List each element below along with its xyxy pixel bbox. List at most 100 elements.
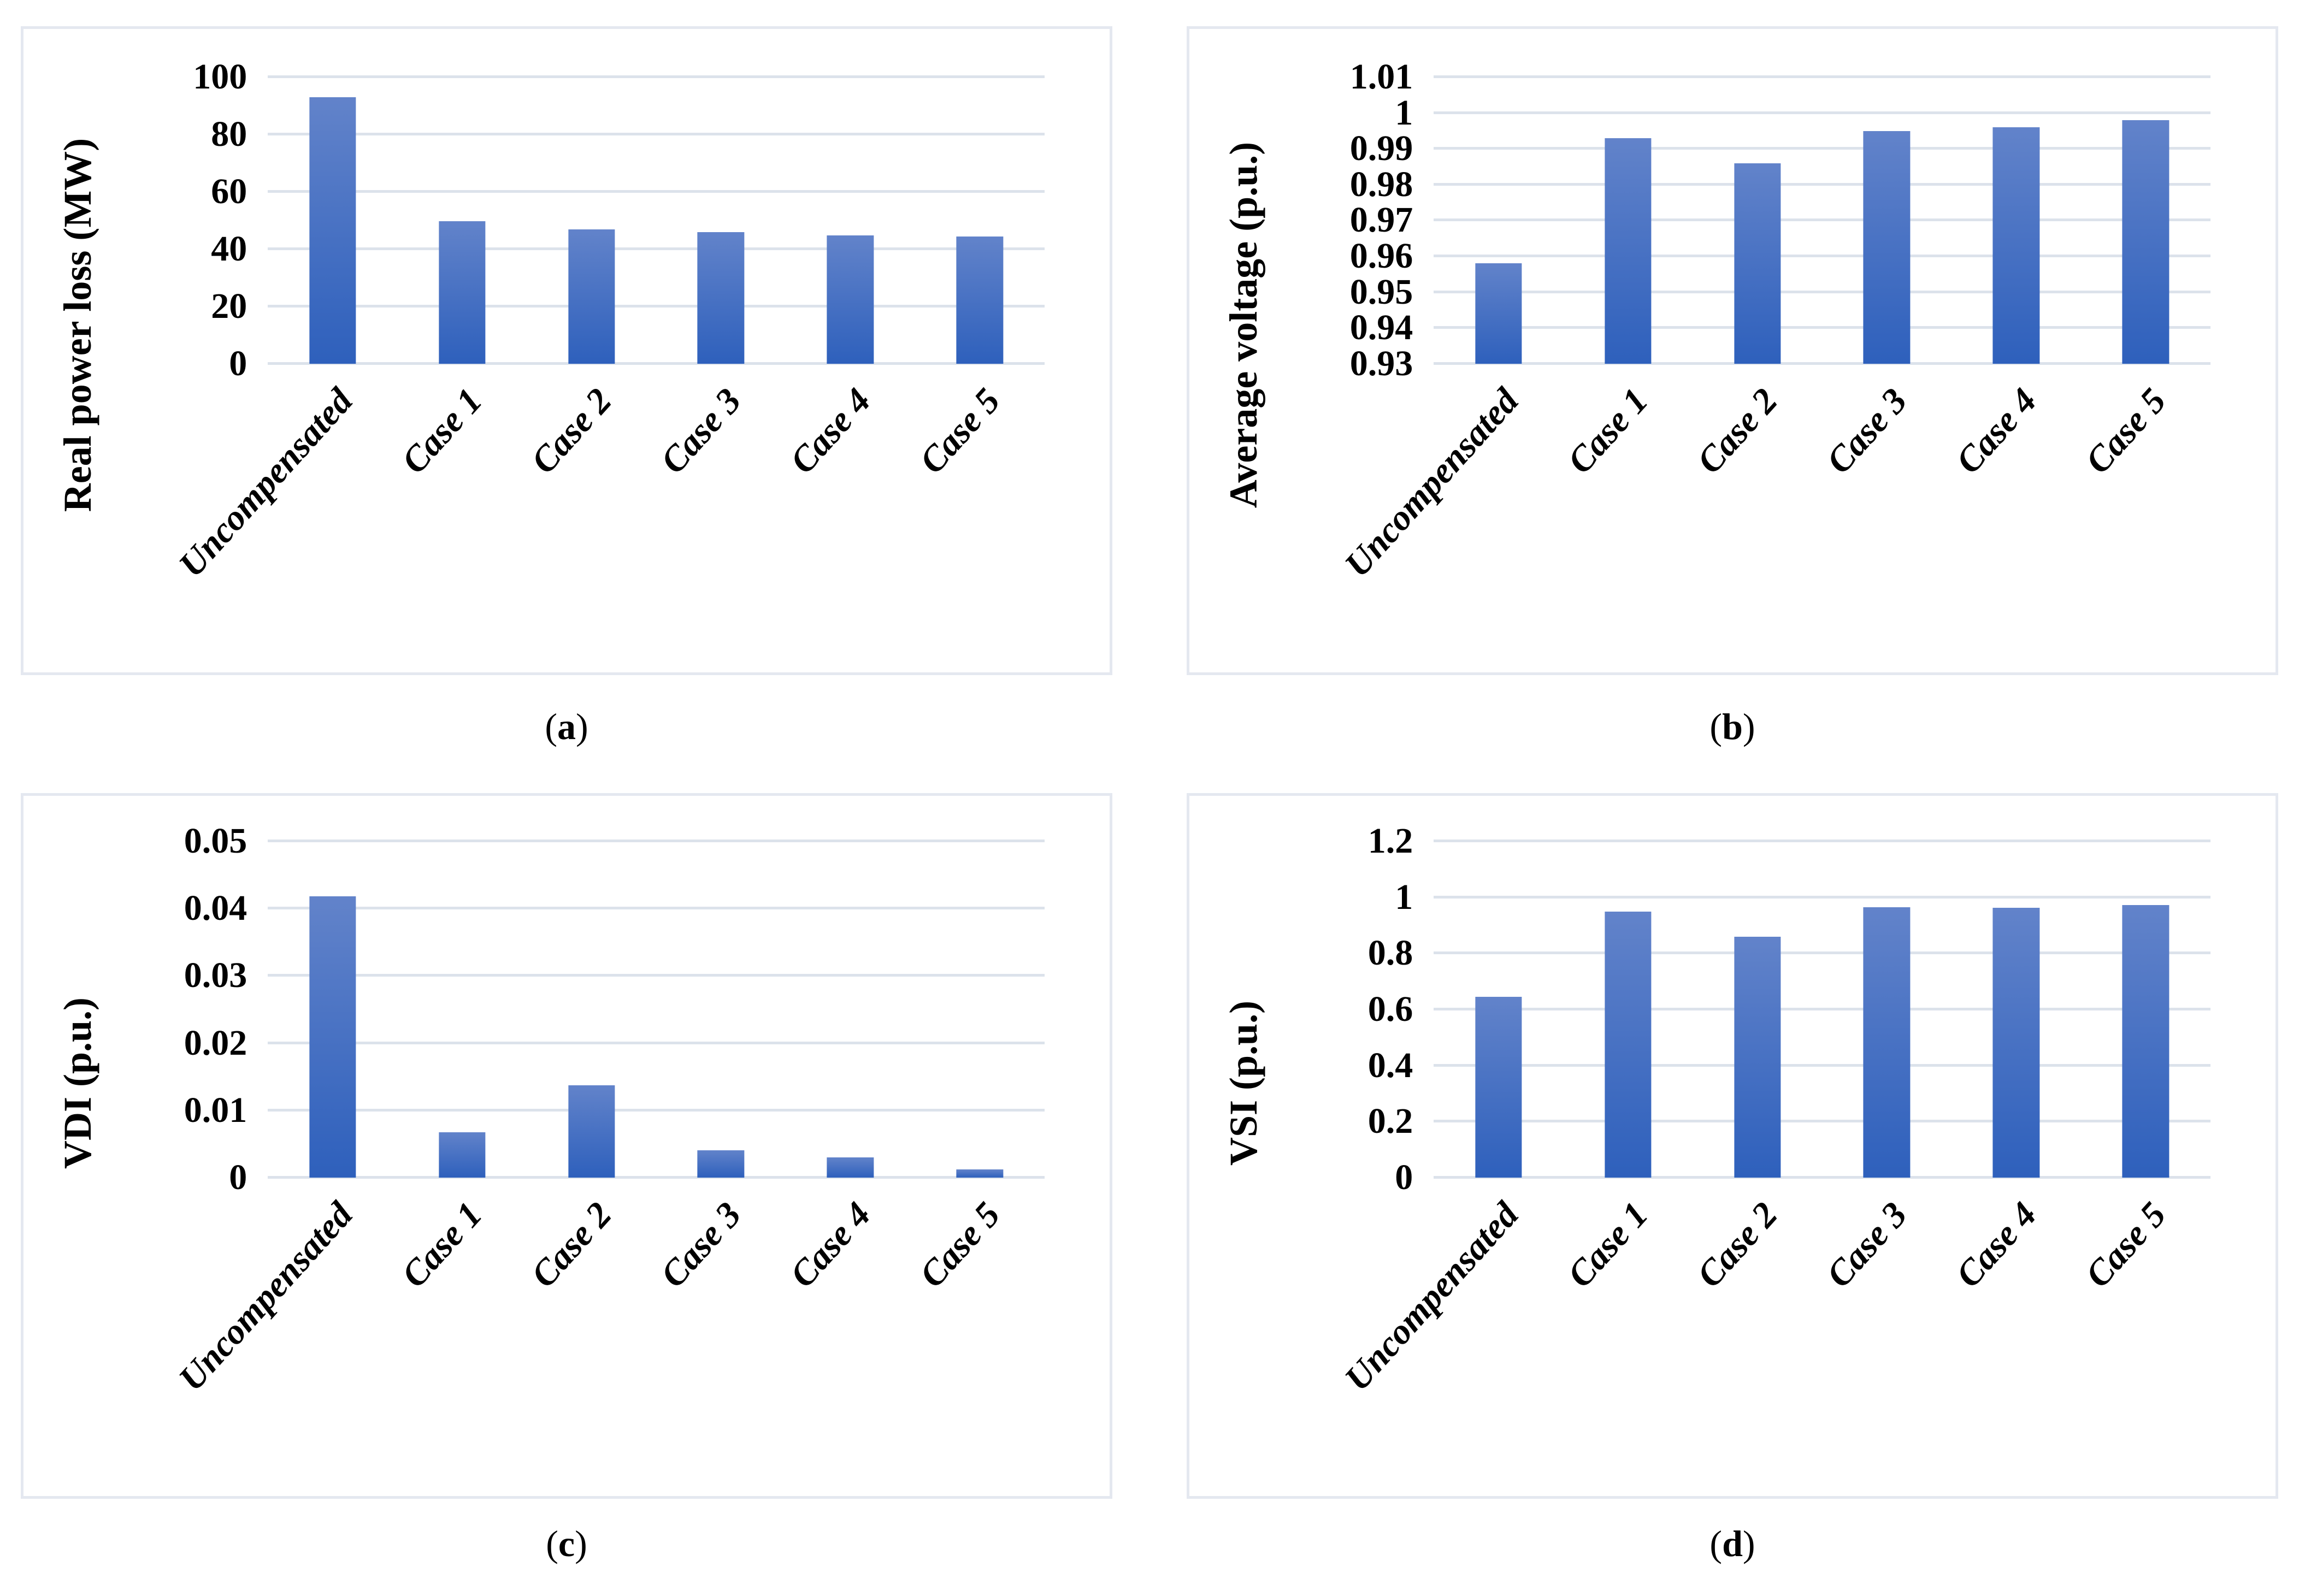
y-axis-tick-label: 0.03: [184, 955, 247, 996]
gridline: [268, 362, 1045, 365]
bar-case-1: [439, 221, 486, 364]
caption-paren-close: ): [575, 1523, 587, 1564]
y-axis-tick-label: 0.6: [1367, 989, 1413, 1030]
x-axis-category-label: Case 3: [1819, 1195, 1915, 1295]
y-axis-tick-label: 0.98: [1349, 164, 1413, 204]
x-axis-category-label: Case 1: [1560, 380, 1656, 481]
y-axis-tick-label: 0.97: [1349, 200, 1413, 240]
chart-panel-vdi: VDI (p.u.) 0 0.01 0.02 0.03 0.04 0.05 Uncompen…: [21, 793, 1112, 1499]
subfigure-caption-b: (b): [1623, 708, 1842, 745]
bar-uncompensated: [1475, 996, 1522, 1178]
bar-case-2: [1734, 163, 1781, 364]
bar-case-4: [827, 1157, 874, 1178]
gridline: [1434, 111, 2210, 114]
plot-area: 0 0.2 0.4 0.6 0.8 1 1.2 Uncompensated Case 1 Case…: [1337, 823, 2210, 1398]
chart-panel-vsi: VSI (p.u.) 0 0.2 0.4 0.6 0.8 1 1.2 Uncompensate…: [1187, 793, 2278, 1499]
x-axis-category-label: Case 1: [394, 380, 490, 481]
y-axis-tick-label: 20: [211, 286, 247, 326]
x-axis-category-label: Case 2: [1689, 1195, 1785, 1295]
y-axis-tick-label: 0.8: [1367, 933, 1413, 973]
gridline: [1434, 147, 2210, 150]
y-axis-tick-label: 0.02: [184, 1022, 247, 1063]
x-axis-category-label: Case 1: [1560, 1195, 1656, 1295]
x-axis-category-label: Case 5: [2077, 1195, 2174, 1295]
caption-paren-close: ): [576, 706, 588, 747]
y-axis-tick-label: 0.99: [1349, 128, 1413, 169]
x-axis-category-label: Case 4: [1948, 1195, 2044, 1295]
bar-case-5: [956, 237, 1003, 364]
gridline: [268, 1175, 1045, 1179]
x-axis-category-label: Case 2: [523, 1195, 620, 1295]
chart-panel-real-power-loss: Real power loss (MW) 0 20 40 60 80 100 Uncompe…: [21, 26, 1112, 675]
gridline: [1434, 290, 2210, 293]
bar-uncompensated: [1475, 263, 1522, 364]
gridline: [1434, 182, 2210, 186]
plot-area: 0 0.01 0.02 0.03 0.04 0.05 Uncompensated Case 1…: [172, 823, 1045, 1398]
gridline: [268, 247, 1045, 250]
caption-letter: a: [557, 706, 576, 747]
bar-case-3: [1863, 131, 1911, 364]
bar-case-2: [1734, 936, 1781, 1178]
subfigure-caption-d: (d): [1623, 1525, 1842, 1562]
y-axis-title: Real power loss (MW): [56, 138, 100, 512]
gridline: [1434, 951, 2210, 955]
caption-paren-open: (: [546, 1523, 558, 1564]
bar-case-5: [2122, 905, 2169, 1178]
bar-case-5: [956, 1169, 1003, 1178]
caption-letter: d: [1722, 1523, 1743, 1564]
x-axis-category-label: Case 3: [653, 1195, 749, 1295]
bar-case-3: [697, 1150, 745, 1178]
x-axis-category-label: Case 2: [1689, 380, 1785, 481]
gridline: [268, 190, 1045, 193]
y-axis-tick-label: 1.01: [1349, 57, 1413, 97]
y-axis-tick-label: 100: [193, 57, 247, 97]
x-axis-category-label: Case 3: [653, 380, 749, 481]
gridline: [268, 1108, 1045, 1112]
bar-uncompensated: [309, 97, 356, 364]
gridline: [1434, 1008, 2210, 1011]
y-axis-tick-label: 0.05: [184, 821, 247, 861]
gridline: [268, 907, 1045, 910]
x-axis-category-label: Case 4: [782, 1195, 879, 1295]
y-axis-tick-label: 0: [229, 343, 247, 383]
gridline: [268, 974, 1045, 977]
bar-case-5: [2122, 120, 2169, 364]
x-axis-category-label: Uncompensated: [171, 380, 361, 584]
bar-case-1: [439, 1132, 486, 1178]
caption-paren-close: ): [1742, 706, 1755, 747]
plot-area: 0.93 0.94 0.95 0.96 0.97 0.98 0.99 1 1.01 Uncompe…: [1337, 59, 2210, 584]
y-axis-tick-label: 0.94: [1349, 308, 1413, 348]
y-axis-tick-label: 40: [211, 228, 247, 269]
bar-uncompensated: [309, 896, 356, 1178]
gridline: [1434, 326, 2210, 329]
y-axis-tick-label: 0.2: [1367, 1101, 1413, 1142]
y-axis-tick-label: 0.93: [1349, 343, 1413, 383]
gridline: [268, 133, 1045, 136]
y-axis-tick-label: 1: [1395, 877, 1413, 917]
x-axis-category-label: Uncompensated: [171, 1195, 361, 1399]
x-axis-category-label: Case 5: [911, 380, 1008, 481]
y-axis-tick-label: 0.04: [184, 888, 247, 929]
bar-case-3: [1863, 907, 1911, 1178]
x-axis-category-label: Case 4: [1948, 380, 2044, 481]
gridline: [1434, 362, 2210, 365]
x-axis-category-label: Case 1: [394, 1195, 490, 1295]
y-axis-tick-label: 0: [229, 1157, 247, 1197]
y-axis-tick-label: 1: [1395, 92, 1413, 133]
x-axis-category-label: Case 5: [2077, 380, 2174, 481]
y-axis-tick-label: 0: [1395, 1157, 1413, 1197]
caption-letter: c: [558, 1523, 575, 1564]
x-axis-category-label: Case 2: [523, 380, 620, 481]
y-axis-title: VDI (p.u.): [56, 997, 100, 1169]
y-axis-tick-label: 1.2: [1367, 821, 1413, 861]
gridline: [1434, 1175, 2210, 1179]
caption-paren-open: (: [1709, 706, 1723, 747]
gridline: [1434, 895, 2210, 899]
y-axis-tick-label: 80: [211, 114, 247, 155]
gridline: [1434, 840, 2210, 843]
bar-case-4: [1993, 127, 2039, 364]
caption-letter: b: [1722, 706, 1743, 747]
caption-paren-open: (: [1709, 1523, 1723, 1564]
bar-case-2: [568, 1085, 615, 1178]
bar-case-3: [697, 232, 745, 364]
